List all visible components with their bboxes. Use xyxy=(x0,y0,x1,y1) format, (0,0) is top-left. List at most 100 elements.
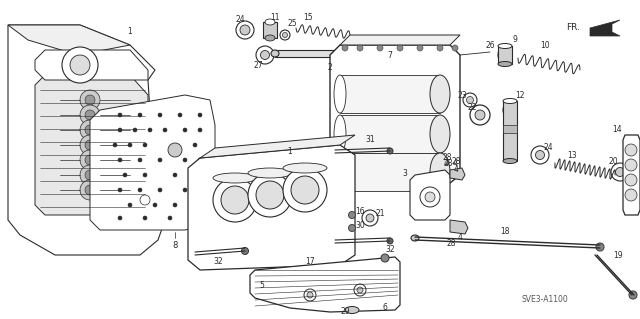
Circle shape xyxy=(280,30,290,40)
Circle shape xyxy=(307,292,313,298)
Text: 15: 15 xyxy=(303,13,313,23)
Circle shape xyxy=(62,47,98,83)
Circle shape xyxy=(168,143,182,157)
Text: 24: 24 xyxy=(235,16,245,25)
Circle shape xyxy=(260,50,269,60)
Circle shape xyxy=(467,97,474,103)
Circle shape xyxy=(463,93,477,107)
Ellipse shape xyxy=(213,173,257,183)
Circle shape xyxy=(113,143,117,147)
Text: 8: 8 xyxy=(172,241,178,249)
Circle shape xyxy=(198,158,202,162)
Circle shape xyxy=(158,158,162,162)
Circle shape xyxy=(354,284,366,296)
Circle shape xyxy=(452,45,458,51)
Circle shape xyxy=(138,188,142,192)
Text: 2: 2 xyxy=(328,63,332,72)
Text: 28: 28 xyxy=(444,159,453,167)
Circle shape xyxy=(80,90,100,110)
Text: 5: 5 xyxy=(260,280,264,290)
Ellipse shape xyxy=(498,46,512,64)
Circle shape xyxy=(80,150,100,170)
Circle shape xyxy=(377,45,383,51)
Circle shape xyxy=(470,105,490,125)
Ellipse shape xyxy=(430,75,450,113)
Circle shape xyxy=(118,158,122,162)
Text: 28: 28 xyxy=(442,152,452,161)
Text: 18: 18 xyxy=(500,227,509,236)
Polygon shape xyxy=(8,25,130,55)
Circle shape xyxy=(616,167,625,176)
Ellipse shape xyxy=(271,50,279,57)
Circle shape xyxy=(143,173,147,177)
Ellipse shape xyxy=(334,75,346,113)
Circle shape xyxy=(357,45,363,51)
Circle shape xyxy=(178,113,182,117)
Circle shape xyxy=(248,173,292,217)
Text: 4: 4 xyxy=(458,234,463,242)
Text: 10: 10 xyxy=(540,41,550,49)
Circle shape xyxy=(213,178,257,222)
Circle shape xyxy=(193,173,197,177)
Circle shape xyxy=(85,185,95,195)
Circle shape xyxy=(349,225,355,232)
Polygon shape xyxy=(8,25,165,255)
Text: FR.: FR. xyxy=(566,24,580,33)
Text: 21: 21 xyxy=(375,209,385,218)
Polygon shape xyxy=(450,220,468,234)
Text: 29: 29 xyxy=(340,308,350,316)
Bar xyxy=(503,125,517,133)
Circle shape xyxy=(611,163,629,181)
Circle shape xyxy=(236,21,254,39)
Circle shape xyxy=(536,151,545,160)
Circle shape xyxy=(198,188,202,192)
Ellipse shape xyxy=(334,115,346,153)
Ellipse shape xyxy=(498,62,512,66)
Text: 19: 19 xyxy=(613,250,623,259)
Polygon shape xyxy=(590,20,620,36)
Circle shape xyxy=(625,144,637,156)
Circle shape xyxy=(173,203,177,207)
Ellipse shape xyxy=(411,235,419,241)
Circle shape xyxy=(118,113,122,117)
Text: 3: 3 xyxy=(403,168,408,177)
Text: 32: 32 xyxy=(385,246,395,255)
Circle shape xyxy=(437,45,443,51)
Circle shape xyxy=(283,168,327,212)
Circle shape xyxy=(168,216,172,220)
Circle shape xyxy=(625,189,637,201)
Polygon shape xyxy=(35,75,148,215)
Text: 14: 14 xyxy=(612,125,622,135)
Circle shape xyxy=(123,173,127,177)
Circle shape xyxy=(304,289,316,301)
Circle shape xyxy=(362,210,378,226)
Bar xyxy=(263,22,277,38)
Text: 24: 24 xyxy=(543,144,553,152)
Text: 16: 16 xyxy=(355,207,365,217)
Bar xyxy=(275,50,395,57)
Circle shape xyxy=(625,174,637,186)
Circle shape xyxy=(256,181,284,209)
Bar xyxy=(340,153,440,191)
Ellipse shape xyxy=(283,163,327,173)
Ellipse shape xyxy=(503,99,517,103)
Text: 13: 13 xyxy=(567,151,577,160)
Text: 1: 1 xyxy=(287,147,292,157)
Text: 1: 1 xyxy=(127,27,132,36)
Polygon shape xyxy=(340,35,460,45)
Circle shape xyxy=(183,188,187,192)
Circle shape xyxy=(221,186,249,214)
Circle shape xyxy=(387,148,393,154)
Circle shape xyxy=(158,113,162,117)
Text: 30: 30 xyxy=(355,220,365,229)
Circle shape xyxy=(85,155,95,165)
Circle shape xyxy=(138,113,142,117)
Circle shape xyxy=(148,128,152,132)
Text: 25: 25 xyxy=(287,19,297,28)
Text: 12: 12 xyxy=(515,91,525,100)
Text: 27: 27 xyxy=(253,61,263,70)
Text: 28: 28 xyxy=(446,240,456,249)
Circle shape xyxy=(143,216,147,220)
Circle shape xyxy=(387,238,393,244)
Ellipse shape xyxy=(391,50,399,57)
